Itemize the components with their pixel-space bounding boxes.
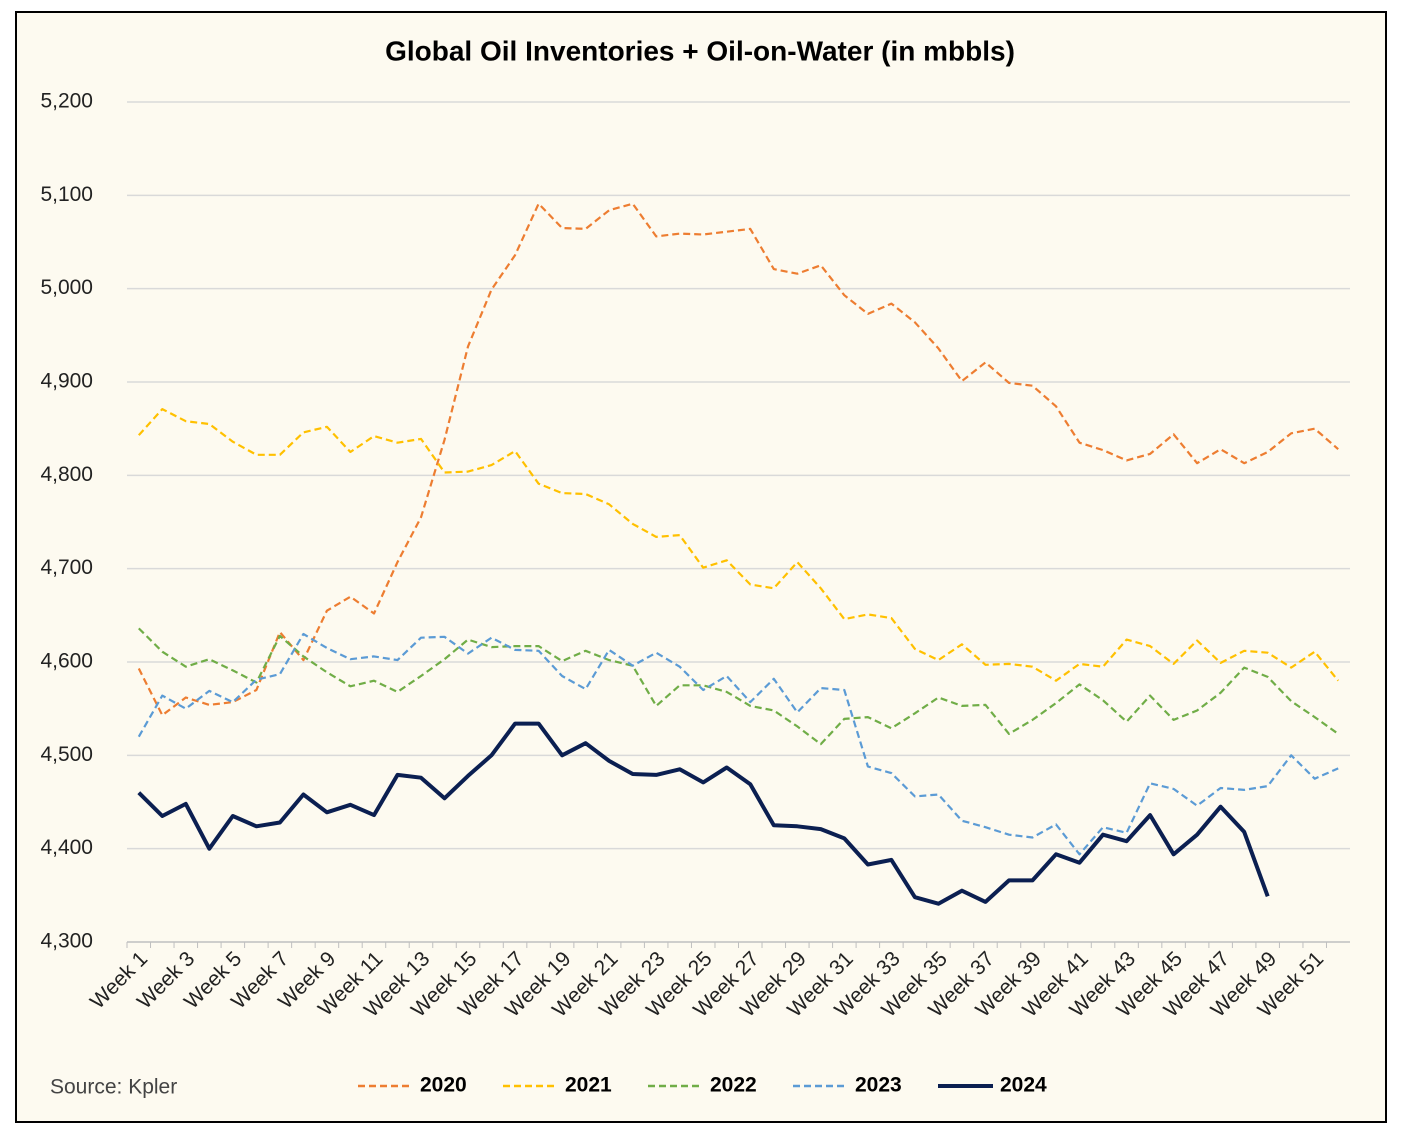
y-tick-label: 4,500	[40, 743, 93, 766]
legend-label: 2022	[710, 1074, 757, 1097]
y-tick-label: 5,100	[40, 183, 93, 206]
legend-label: 2023	[855, 1074, 902, 1097]
y-tick-label: 4,700	[40, 556, 93, 579]
y-tick-label: 4,600	[40, 650, 93, 673]
y-tick-label: 4,300	[40, 930, 93, 953]
series-line	[137, 408, 1340, 682]
legend-label: 2021	[565, 1074, 612, 1097]
source-note: Source: Kpler	[50, 1076, 177, 1099]
series-line	[138, 627, 1339, 746]
series-line	[137, 632, 1339, 856]
y-tick-label: 4,400	[40, 836, 93, 859]
series-line	[137, 721, 1270, 906]
y-tick-label: 5,200	[40, 90, 93, 113]
legend-label: 2020	[420, 1074, 467, 1097]
y-tick-label: 5,000	[40, 276, 93, 299]
legend-label: 2024	[1000, 1074, 1047, 1097]
y-tick-label: 4,900	[40, 370, 93, 393]
y-tick-label: 4,800	[40, 463, 93, 486]
chart-frame	[15, 11, 1387, 1123]
chart-title: Global Oil Inventories + Oil-on-Water (i…	[385, 35, 1015, 66]
series-line	[137, 202, 1339, 717]
